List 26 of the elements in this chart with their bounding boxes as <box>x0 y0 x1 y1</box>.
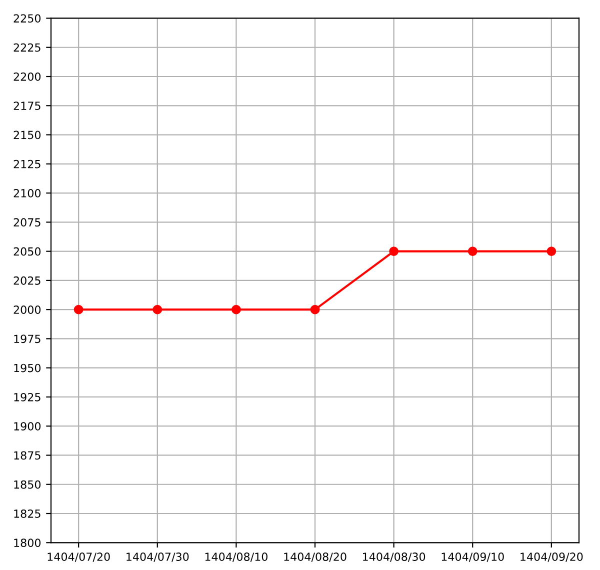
x-tick-label: 1404/09/10 <box>442 552 504 562</box>
x-tick-label: 1404/07/30 <box>126 552 189 562</box>
y-tick-label: 1950 <box>14 364 41 372</box>
y-tick-label: 1900 <box>14 422 41 430</box>
x-tick-label: 1404/08/20 <box>284 552 346 562</box>
y-tick-label: 2175 <box>14 102 40 110</box>
x-tick-label: 1404/08/10 <box>205 552 268 562</box>
y-tick-label: 2150 <box>14 130 41 140</box>
x-tick-label: 1404/08/30 <box>363 552 426 562</box>
y-tick-label: 2100 <box>14 189 41 198</box>
y-tick-label: 1975 <box>14 334 40 344</box>
y-tick-label: 2025 <box>14 276 40 285</box>
y-tick-label: 1925 <box>14 392 40 402</box>
y-tick-label: 1850 <box>14 480 41 489</box>
y-tick-label: 2050 <box>14 247 41 256</box>
y-tick-label: 2250 <box>14 14 41 23</box>
y-tick-label: 2075 <box>14 218 40 227</box>
y-tick-label: 2125 <box>14 160 40 168</box>
y-tick-label: 2000 <box>14 306 41 314</box>
y-tick-label: 1875 <box>14 451 40 460</box>
y-tick-label: 1800 <box>14 538 41 548</box>
y-tick-label: 2225 <box>14 43 40 52</box>
x-tick-label: 1404/09/20 <box>520 552 583 562</box>
y-tick-label: 2200 <box>14 72 41 81</box>
y-tick-label: 1825 <box>14 509 40 518</box>
x-tick-label: 1404/07/20 <box>48 552 110 562</box>
